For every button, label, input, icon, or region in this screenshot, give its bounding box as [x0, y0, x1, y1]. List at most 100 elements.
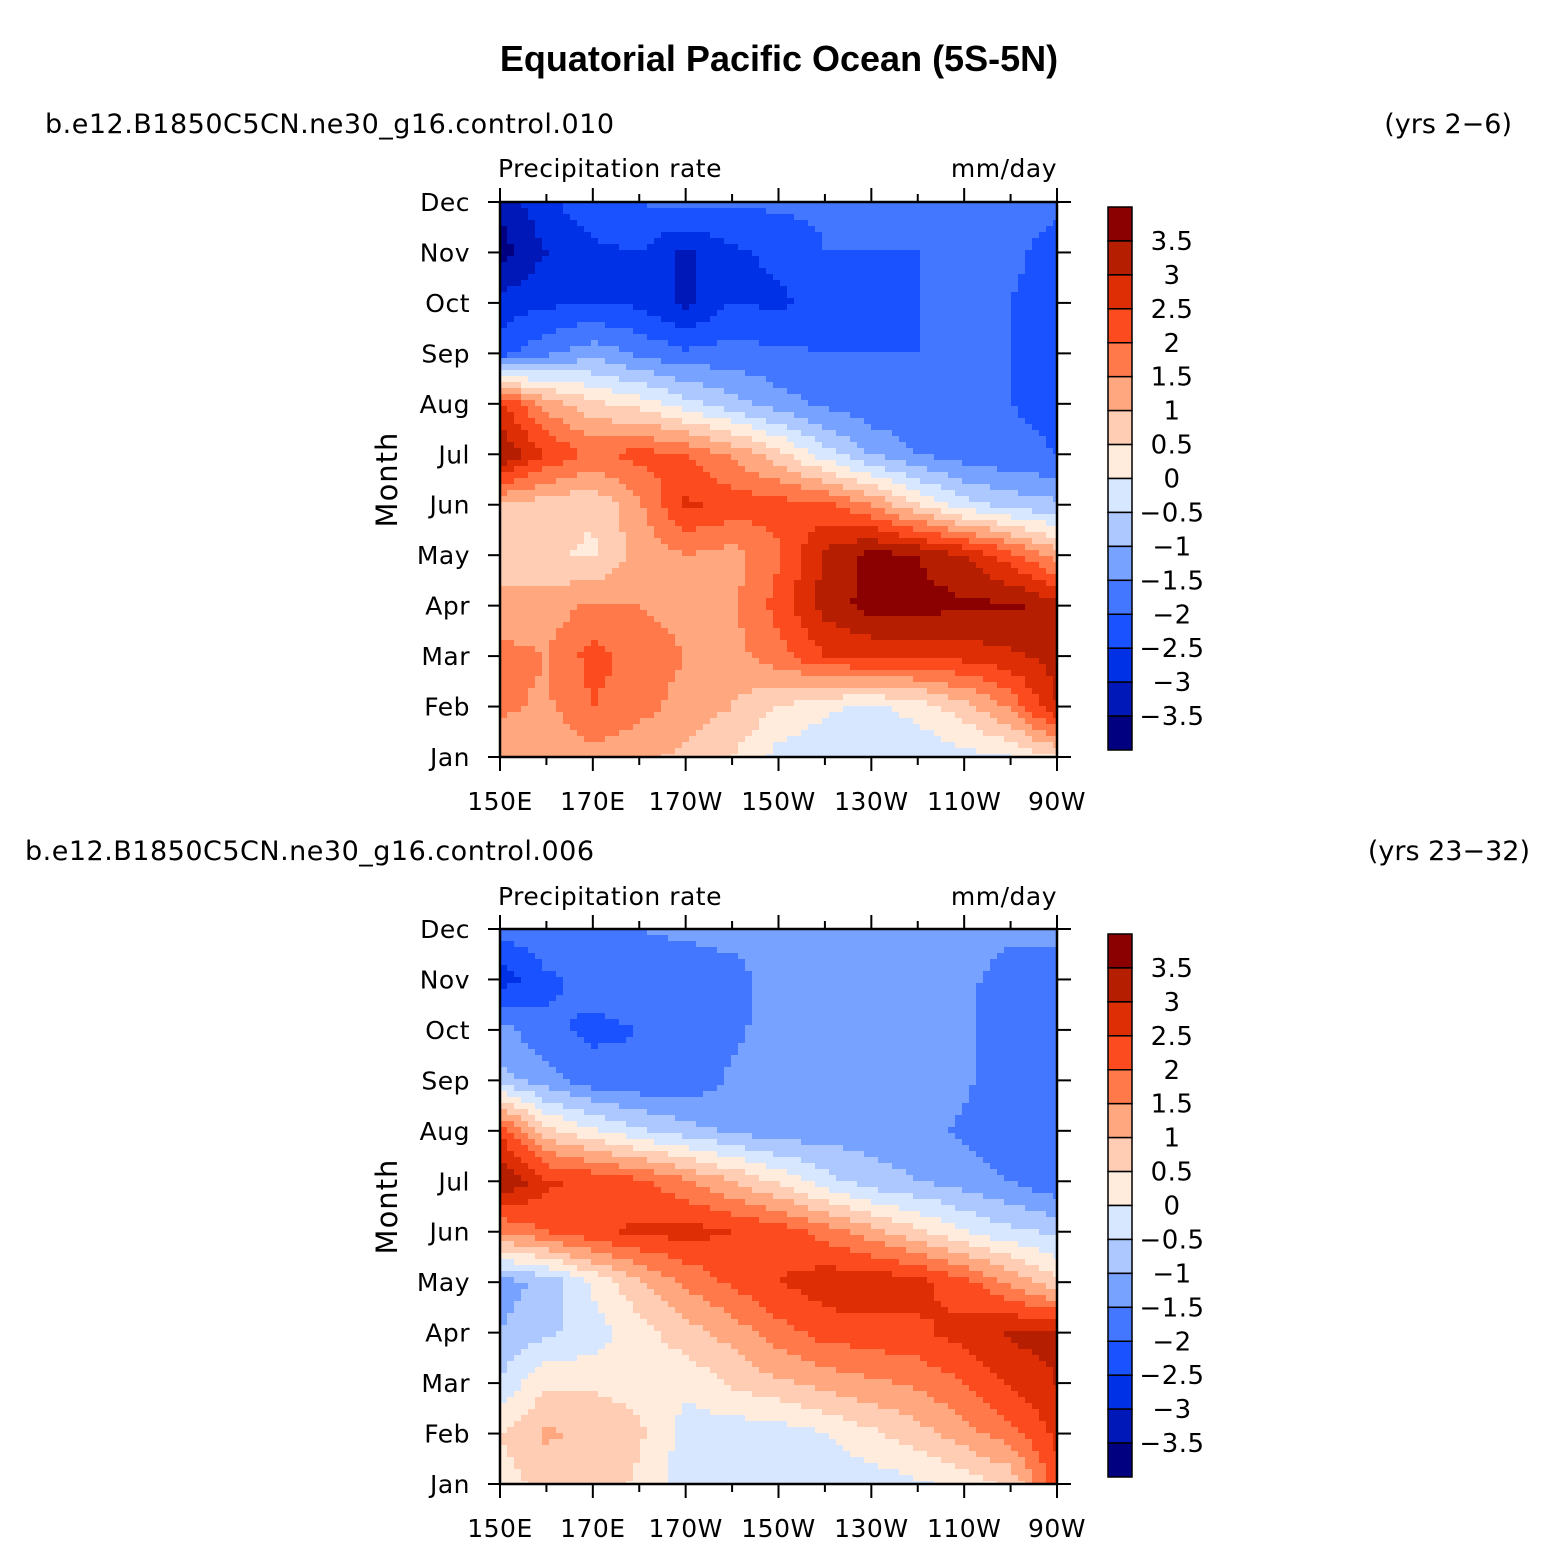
heatmap-cell [794, 520, 802, 527]
heatmap-cell [1018, 316, 1026, 323]
heatmap-cell [906, 514, 914, 521]
heatmap-cell [822, 292, 830, 299]
heatmap-cell [843, 292, 851, 299]
heatmap-cell [976, 274, 984, 281]
heatmap-cell [843, 280, 851, 287]
heatmap-cell [955, 244, 963, 251]
heatmap-cell [535, 346, 543, 353]
heatmap-cell [829, 220, 837, 227]
heatmap-cell [983, 208, 991, 215]
heatmap-cell [892, 280, 900, 287]
heatmap-cell [626, 466, 634, 473]
heatmap-cell [934, 508, 942, 515]
heatmap-cell [829, 352, 837, 359]
heatmap-cell [829, 562, 837, 569]
heatmap-cell [1032, 430, 1040, 437]
heatmap-cell [941, 520, 949, 527]
heatmap-cell [1004, 292, 1012, 299]
heatmap-cell [899, 478, 907, 485]
heatmap-cell [857, 346, 865, 353]
heatmap-cell [878, 298, 886, 305]
heatmap-cell [1018, 262, 1026, 269]
heatmap-cell [871, 478, 879, 485]
heatmap-cell [990, 208, 998, 215]
heatmap-cell [752, 250, 760, 257]
heatmap-cell [717, 502, 725, 509]
heatmap-cell [668, 316, 676, 323]
heatmap-cell [864, 460, 872, 467]
heatmap-cell [577, 370, 585, 377]
heatmap-cell [815, 208, 823, 215]
heatmap-cell [1011, 412, 1019, 419]
heatmap-cell [801, 376, 809, 383]
heatmap-cell [717, 472, 725, 479]
heatmap-cell [962, 214, 970, 221]
heatmap-cell [514, 532, 522, 539]
heatmap-cell [619, 334, 627, 341]
heatmap-cell [563, 436, 571, 443]
heatmap-cell [1004, 322, 1012, 329]
heatmap-cell [836, 304, 844, 311]
heatmap-cell [1004, 388, 1012, 395]
heatmap-cell [738, 202, 746, 209]
heatmap-cell [808, 442, 816, 449]
heatmap-cell [857, 358, 865, 365]
heatmap-cell [969, 280, 977, 287]
heatmap-cell [1032, 490, 1040, 497]
heatmap-cell [591, 412, 599, 419]
heatmap-cell [640, 340, 648, 347]
heatmap-cell [808, 280, 816, 287]
heatmap-cell [696, 340, 704, 347]
heatmap-cell [787, 376, 795, 383]
heatmap-cell [787, 448, 795, 455]
heatmap-cell [948, 394, 956, 401]
heatmap-cell [857, 466, 865, 473]
heatmap-cell [570, 304, 578, 311]
heatmap-cell [500, 478, 508, 485]
heatmap-cell [787, 352, 795, 359]
heatmap-cell [759, 400, 767, 407]
heatmap-cell [1032, 472, 1040, 479]
heatmap-cell [633, 568, 641, 575]
heatmap-cell [647, 448, 655, 455]
heatmap-cell [913, 460, 921, 467]
heatmap-cell [920, 358, 928, 365]
heatmap-cell [766, 454, 774, 461]
heatmap-cell [500, 334, 508, 341]
heatmap-cell [598, 406, 606, 413]
heatmap-cell [892, 472, 900, 479]
heatmap-cell [577, 226, 585, 233]
heatmap-cell [808, 394, 816, 401]
heatmap-cell [1011, 478, 1019, 485]
heatmap-cell [556, 238, 564, 245]
heatmap-cell [801, 556, 809, 563]
heatmap-cell [563, 340, 571, 347]
heatmap-cell [591, 346, 599, 353]
heatmap-cell [703, 448, 711, 455]
heatmap-cell [794, 532, 802, 539]
heatmap-cell [780, 448, 788, 455]
heatmap-cell [647, 310, 655, 317]
heatmap-cell [1018, 424, 1026, 431]
heatmap-cell [906, 490, 914, 497]
heatmap-cell [696, 466, 704, 473]
heatmap-cell [654, 220, 662, 227]
heatmap-cell [570, 412, 578, 419]
heatmap-cell [1032, 502, 1040, 509]
heatmap-cell [640, 502, 648, 509]
heatmap-cell [738, 322, 746, 329]
heatmap-cell [542, 454, 550, 461]
heatmap-cell [598, 532, 606, 539]
heatmap-cell [920, 382, 928, 389]
heatmap-cell [724, 346, 732, 353]
heatmap-cell [850, 262, 858, 269]
heatmap-cell [850, 496, 858, 503]
heatmap-cell [1025, 358, 1033, 365]
heatmap-cell [794, 448, 802, 455]
heatmap-cell [843, 358, 851, 365]
heatmap-cell [703, 394, 711, 401]
heatmap-cell [885, 238, 893, 245]
heatmap-cell [549, 394, 557, 401]
heatmap-cell [871, 496, 879, 503]
case-name: b.e12.B1850C5CN.ne30_g16.control.010 [45, 109, 615, 140]
